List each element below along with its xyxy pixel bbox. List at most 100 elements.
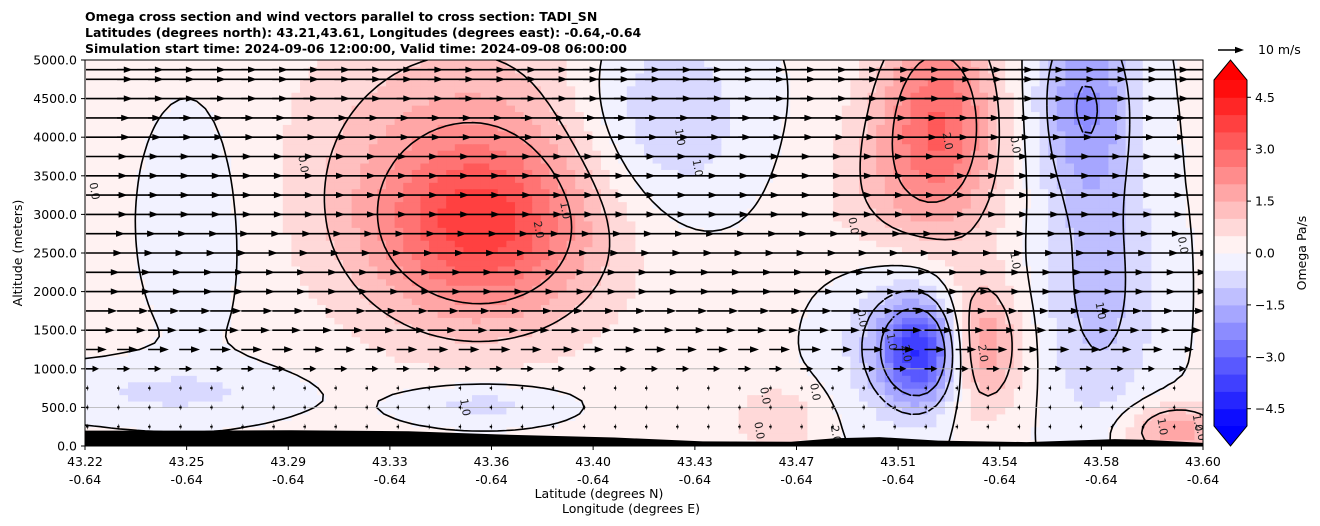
omega-cell bbox=[549, 253, 559, 261]
omega-cell bbox=[738, 355, 748, 363]
omega-cell bbox=[205, 381, 215, 389]
omega-cell bbox=[128, 278, 138, 286]
omega-cell bbox=[85, 272, 95, 280]
omega-cell bbox=[824, 207, 834, 215]
omega-cell bbox=[747, 368, 757, 376]
omega-cell bbox=[601, 368, 611, 376]
omega-cell bbox=[291, 220, 301, 228]
omega-cell bbox=[265, 336, 275, 344]
omega-cell bbox=[540, 285, 550, 293]
omega-cell bbox=[798, 233, 808, 241]
omega-cell bbox=[334, 291, 344, 299]
omega-cell bbox=[609, 220, 619, 228]
omega-cell bbox=[687, 233, 697, 241]
omega-cell bbox=[652, 265, 662, 273]
omega-cell bbox=[506, 420, 516, 428]
omega-cell bbox=[205, 272, 215, 280]
omega-cell bbox=[764, 272, 774, 280]
omega-cell bbox=[1117, 400, 1127, 408]
omega-cell bbox=[360, 298, 370, 306]
omega-cell bbox=[403, 407, 413, 415]
omega-cell bbox=[171, 368, 181, 376]
omega-cell bbox=[945, 298, 955, 306]
omega-cell bbox=[558, 426, 568, 434]
omega-cell bbox=[755, 285, 765, 293]
omega-cell bbox=[833, 253, 843, 261]
omega-cell bbox=[102, 368, 112, 376]
omega-cell bbox=[1056, 400, 1066, 408]
omega-cell bbox=[446, 388, 456, 396]
omega-cell bbox=[644, 233, 654, 241]
omega-cell bbox=[893, 362, 903, 370]
omega-cell bbox=[480, 375, 490, 383]
omega-cell bbox=[635, 400, 645, 408]
omega-cell bbox=[558, 394, 568, 402]
omega-cell bbox=[239, 285, 249, 293]
omega-cell bbox=[618, 330, 628, 338]
omega-cell bbox=[463, 265, 473, 273]
omega-cell bbox=[678, 413, 688, 421]
omega-cell bbox=[841, 304, 851, 312]
omega-cell bbox=[188, 355, 198, 363]
omega-cell bbox=[850, 381, 860, 389]
omega-cell bbox=[317, 420, 327, 428]
omega-cell bbox=[841, 407, 851, 415]
omega-cell bbox=[704, 336, 714, 344]
omega-cell bbox=[222, 298, 232, 306]
omega-cell bbox=[480, 240, 490, 248]
omega-cell bbox=[523, 253, 533, 261]
omega-cell bbox=[1022, 310, 1032, 318]
omega-cell bbox=[282, 207, 292, 215]
omega-cell bbox=[196, 207, 206, 215]
omega-cell bbox=[884, 394, 894, 402]
omega-cell bbox=[652, 291, 662, 299]
omega-cell bbox=[945, 323, 955, 331]
omega-cell bbox=[119, 201, 129, 209]
omega-cell bbox=[764, 317, 774, 325]
omega-cell bbox=[489, 201, 499, 209]
omega-cell bbox=[300, 201, 310, 209]
omega-cell bbox=[962, 336, 972, 344]
omega-cell bbox=[730, 227, 740, 235]
omega-cell bbox=[196, 362, 206, 370]
omega-cell bbox=[1108, 343, 1118, 351]
omega-cell bbox=[1168, 285, 1178, 293]
omega-cell bbox=[480, 394, 490, 402]
omega-cell bbox=[635, 330, 645, 338]
omega-cell bbox=[867, 400, 877, 408]
omega-cell bbox=[1005, 317, 1015, 325]
omega-cell bbox=[1117, 433, 1127, 441]
omega-cell bbox=[695, 343, 705, 351]
omega-cell bbox=[523, 220, 533, 228]
omega-cell bbox=[816, 368, 826, 376]
omega-cell bbox=[1185, 355, 1195, 363]
omega-cell bbox=[790, 304, 800, 312]
omega-cell bbox=[205, 349, 215, 357]
omega-cell bbox=[919, 368, 929, 376]
omega-cell bbox=[669, 278, 679, 286]
omega-cell bbox=[472, 413, 482, 421]
omega-cell bbox=[712, 310, 722, 318]
omega-cell bbox=[884, 291, 894, 299]
omega-cell bbox=[1117, 420, 1127, 428]
omega-cell bbox=[996, 291, 1006, 299]
omega-cell bbox=[1013, 207, 1023, 215]
omega-cell bbox=[876, 310, 886, 318]
omega-cell bbox=[1005, 278, 1015, 286]
omega-cell bbox=[368, 323, 378, 331]
omega-cell bbox=[876, 330, 886, 338]
omega-cell bbox=[988, 413, 998, 421]
omega-cell bbox=[110, 394, 120, 402]
omega-cell bbox=[1194, 407, 1203, 415]
omega-cell bbox=[128, 195, 138, 203]
omega-cell bbox=[403, 323, 413, 331]
omega-cell bbox=[411, 420, 421, 428]
omega-cell bbox=[540, 317, 550, 325]
omega-cell bbox=[876, 317, 886, 325]
omega-cell bbox=[300, 195, 310, 203]
omega-cell bbox=[308, 265, 318, 273]
omega-cell bbox=[196, 291, 206, 299]
omega-cell bbox=[936, 420, 946, 428]
omega-cell bbox=[506, 214, 516, 222]
omega-cell bbox=[910, 272, 920, 280]
